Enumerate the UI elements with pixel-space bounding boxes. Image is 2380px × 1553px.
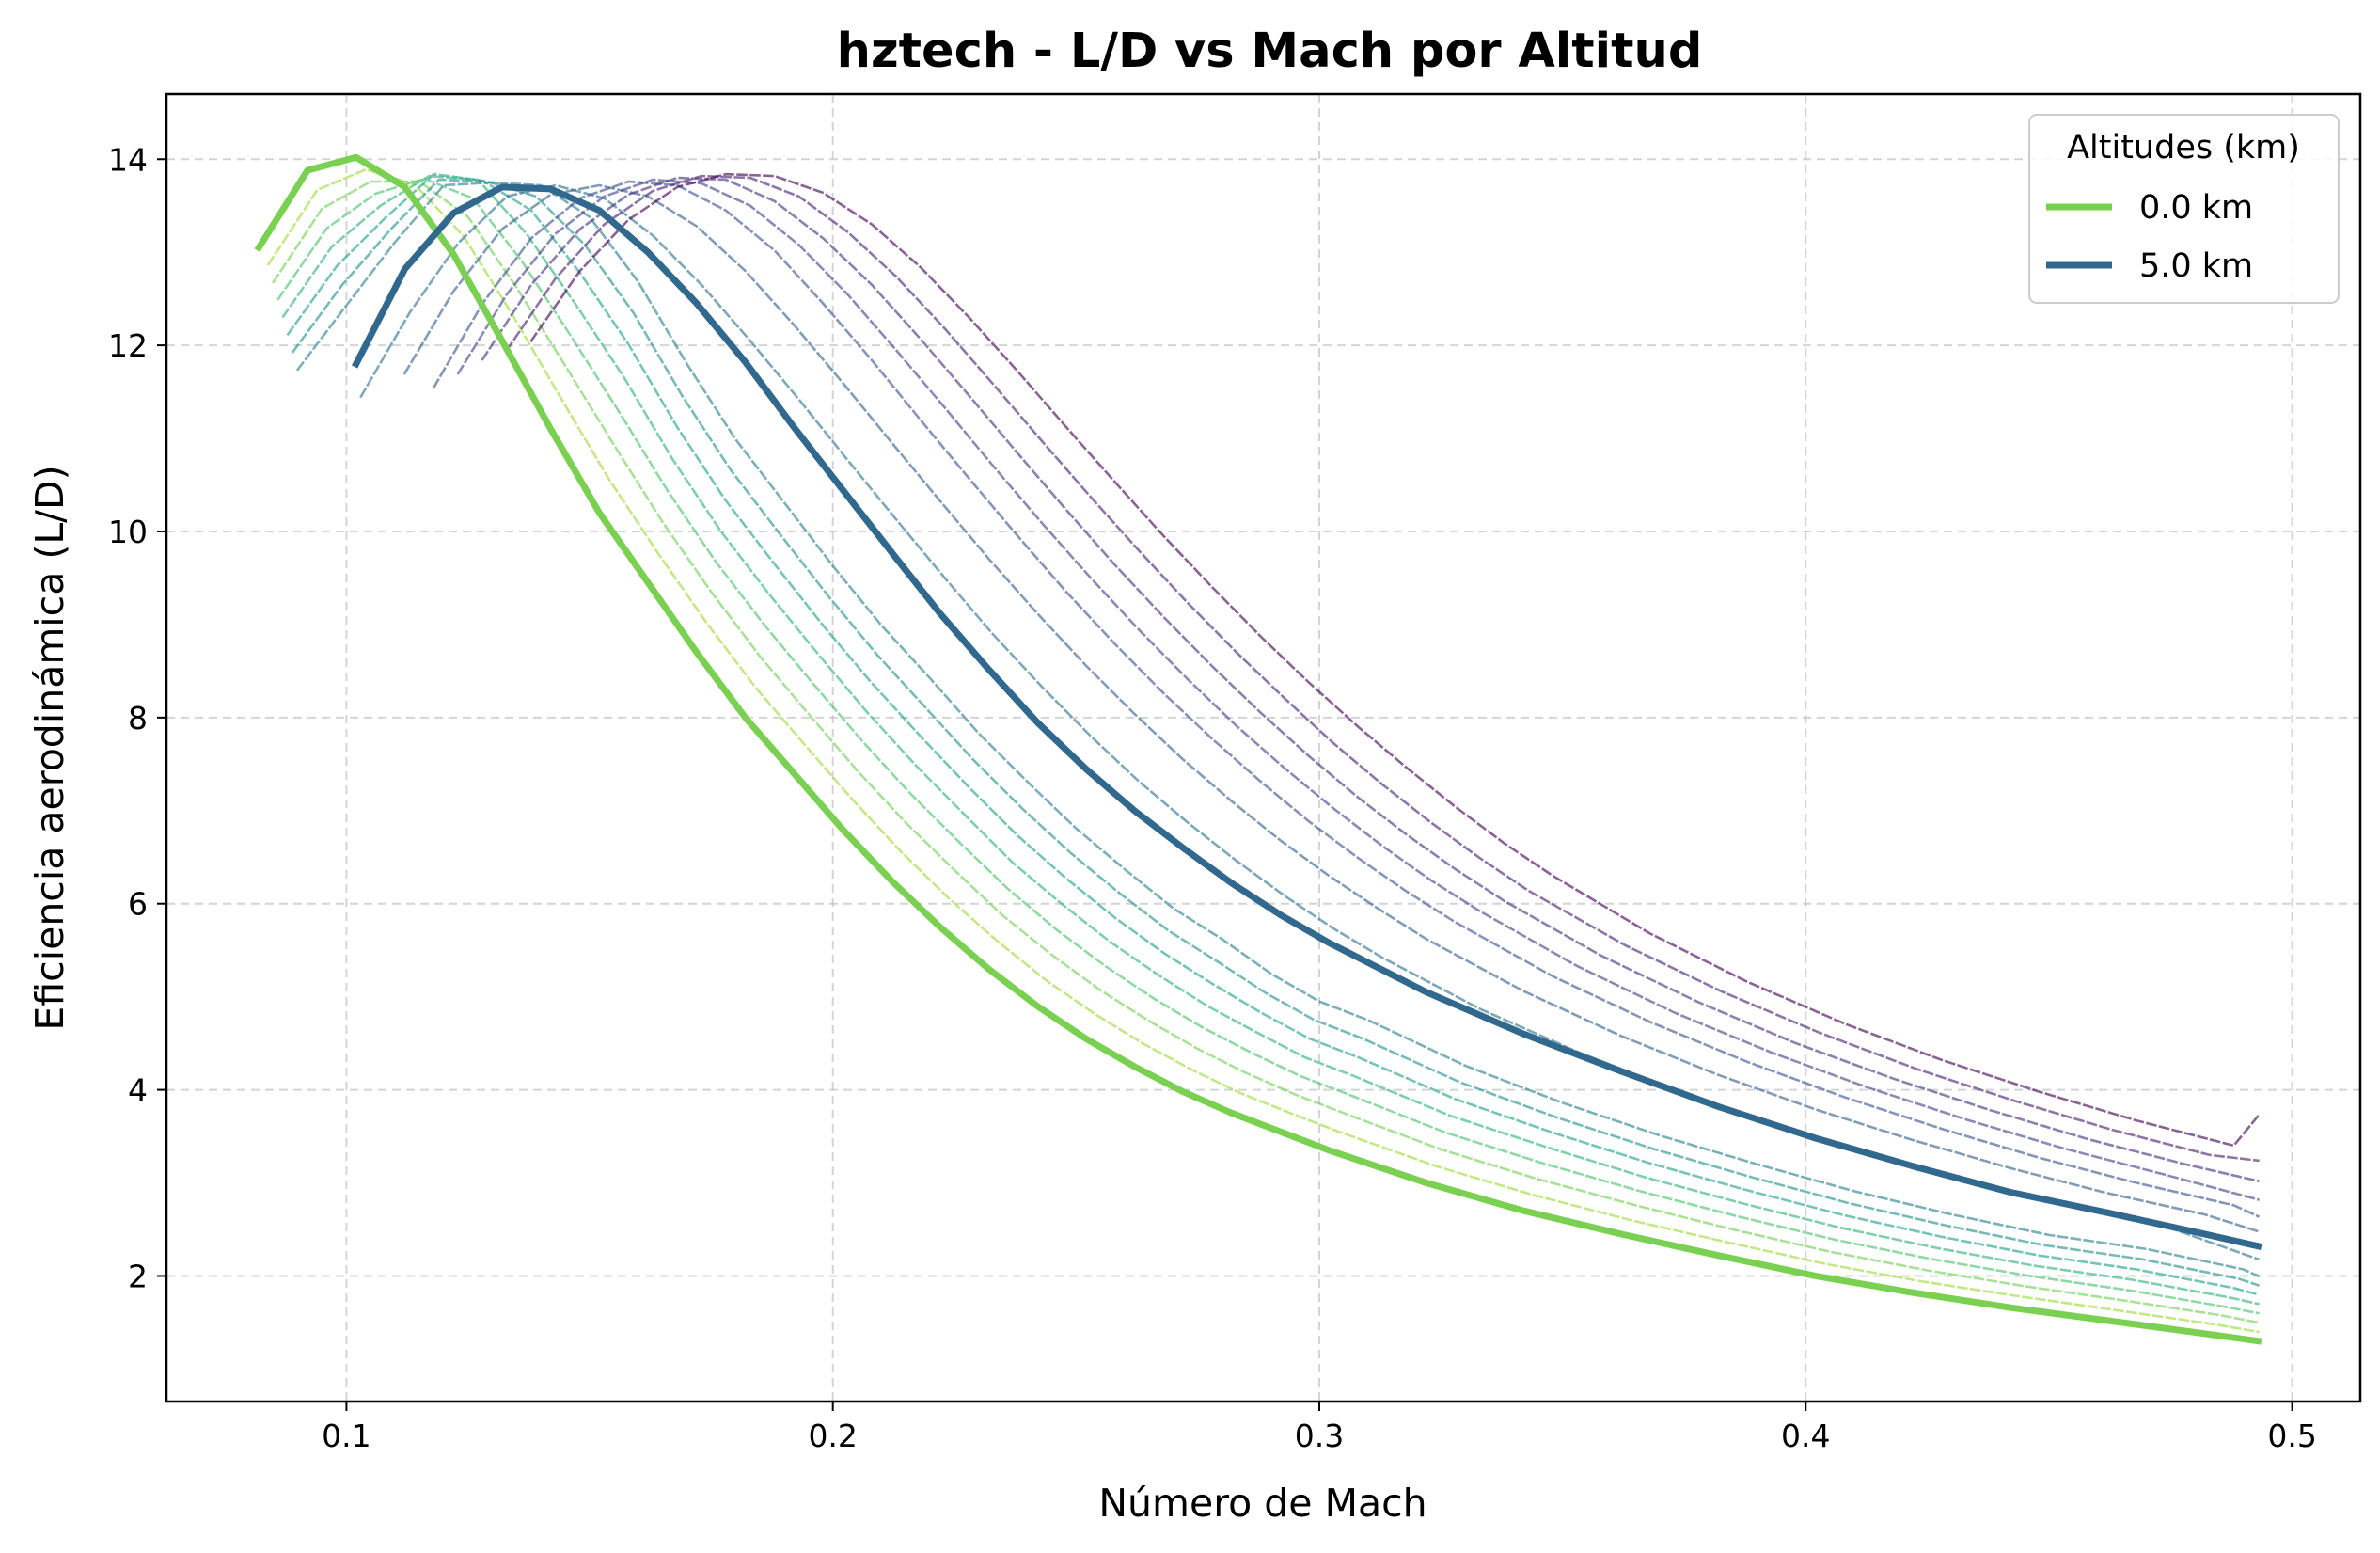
y-axis-title: Eficiencia aerodinámica (L/D): [27, 465, 72, 1030]
y-tick-label: 14: [108, 141, 148, 178]
series-line-intermediate: [276, 177, 2260, 1315]
y-tick-label: 6: [128, 886, 148, 923]
x-tick-label: 0.4: [1781, 1418, 1830, 1454]
x-tick-label: 0.3: [1295, 1418, 1344, 1454]
x-tick-label: 0.2: [808, 1418, 857, 1454]
x-axis-title: Número de Mach: [1098, 1481, 1426, 1526]
series-line-intermediate: [505, 174, 2260, 1163]
plot-area-frame: [165, 92, 2362, 1403]
series-line-intermediate: [291, 178, 2261, 1287]
chart-title: hztech - L/D vs Mach por Altitud: [837, 24, 1703, 79]
grid-lines: [166, 94, 2360, 1402]
legend-title: Altitudes (km): [2067, 129, 2300, 166]
legend-entries: 0.0 km 5.0 km: [2046, 189, 2253, 285]
series-line-intermediate: [529, 172, 2261, 1148]
x-tick-label: 0.1: [322, 1418, 370, 1454]
y-tick-label: 12: [108, 327, 148, 364]
series-line-intermediate: [286, 172, 2260, 1296]
series-line-intermediate: [359, 183, 2261, 1261]
y-tick-label: 4: [128, 1072, 148, 1109]
series-line-intermediate: [481, 176, 2260, 1183]
legend-label: 5.0 km: [2139, 247, 2253, 285]
series-line-intermediate: [295, 181, 2261, 1278]
series-line-0-0-km: [254, 153, 2262, 1345]
y-tick-label: 2: [128, 1258, 148, 1294]
series-line-intermediate: [402, 183, 2261, 1233]
series-line-intermediate: [266, 167, 2260, 1334]
series-line-intermediate: [432, 180, 2261, 1218]
series-line-5-0-km: [351, 183, 2262, 1250]
y-tick-label: 8: [128, 700, 148, 737]
legend-label: 0.0 km: [2139, 189, 2253, 227]
series-line-intermediate: [281, 174, 2260, 1306]
y-axis-ticks: 2 4 6 8 10 12 14: [108, 141, 166, 1294]
series-lines: [254, 153, 2262, 1345]
y-tick-label: 10: [108, 514, 148, 550]
x-tick-label: 0.5: [2267, 1418, 2316, 1454]
legend: Altitudes (km) 0.0 km 5.0 km: [2028, 114, 2340, 304]
legend-box: [2028, 114, 2340, 304]
x-axis-ticks: 0.1 0.2 0.3 0.4 0.5: [322, 1402, 2317, 1454]
